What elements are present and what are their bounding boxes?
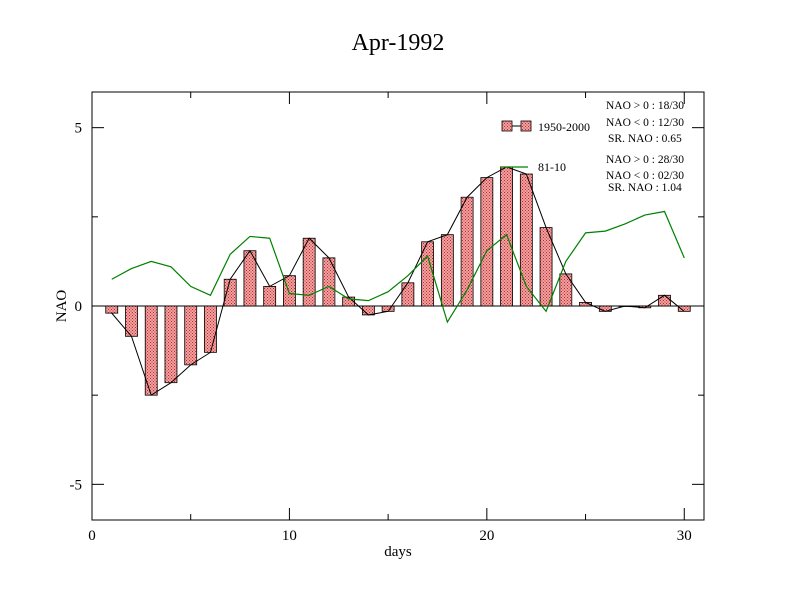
series-1950-2000-bars [105,166,691,396]
bar-day-5 [184,305,198,366]
legend-1950-2000-swatch-left [501,120,513,132]
y-axis-label: NAO [54,290,70,323]
bar-day-29 [658,294,671,307]
bar-day-6 [204,305,217,353]
series-1950-2000-line [111,166,685,396]
x-tick-label: 10 [282,528,297,544]
bar-day-24 [559,273,573,307]
stats-2-nao-neg: NAO < 0 : 02/30 [606,170,684,182]
y-tick-label: 5 [75,121,83,137]
x-tick-label: 30 [677,528,692,544]
bar-day-1 [105,305,119,314]
bar-day-20 [480,177,494,307]
x-axis-ticks: 0 10 20 30 [88,92,692,544]
legend-81-10-label: 81-10 [538,160,566,174]
legend-1950-2000-swatch-right [520,120,532,132]
stats-annotations: NAO > 0 : 18/30 NAO < 0 : 12/30 SR. NAO … [606,100,684,194]
stats-2-nao-pos: NAO > 0 : 28/30 [606,154,684,166]
y-tick-label: 0 [75,299,83,315]
chart-title: Apr-1992 [352,30,445,56]
bar-day-16 [401,282,415,307]
bar-day-4 [164,305,178,384]
bar-day-7 [223,278,237,307]
bar-day-18 [440,234,454,307]
stats-1-sr-nao: SR. NAO : 0.65 [608,133,682,145]
bar-day-12 [322,257,336,307]
stats-1-nao-neg: NAO < 0 : 12/30 [606,117,684,129]
bar-day-23 [539,227,553,307]
y-axis-ticks: 5 0 -5 [70,121,704,493]
legend: 1950-2000 81-10 [500,120,590,174]
legend-1950-2000-label: 1950-2000 [538,120,590,134]
x-axis-label: days [384,544,412,560]
stats-1-nao-pos: NAO > 0 : 18/30 [606,100,684,112]
x-tick-label: 20 [479,528,494,544]
bar-day-21 [500,166,513,307]
series-81-10-line [111,210,685,324]
bar-day-9 [263,285,277,307]
bar-day-30 [677,305,691,312]
y-tick-label: -5 [70,477,83,493]
x-tick-label: 0 [88,528,96,544]
stats-2-sr-nao: SR. NAO : 1.04 [608,182,682,194]
